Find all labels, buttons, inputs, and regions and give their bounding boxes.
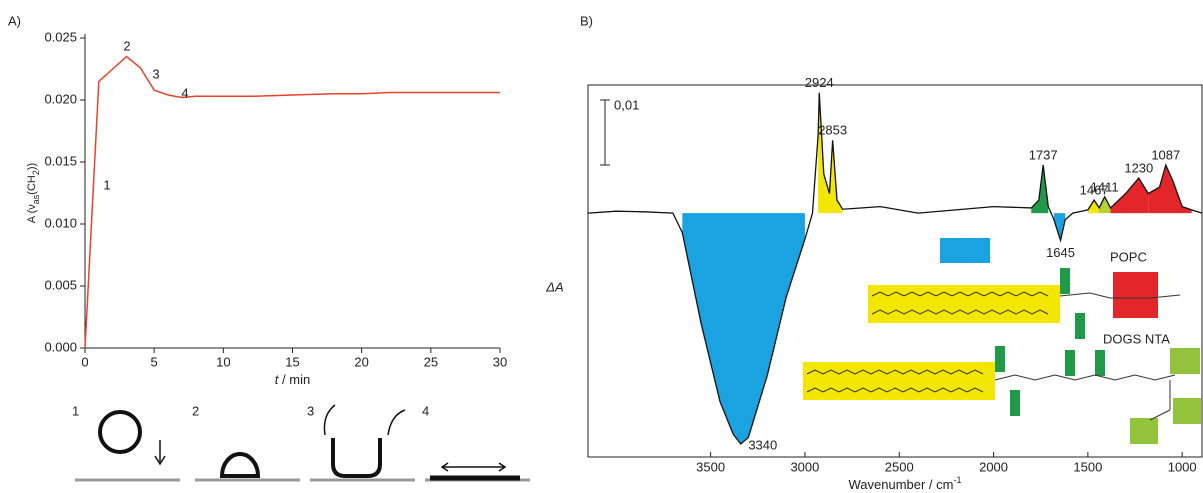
band-fill: [829, 140, 843, 214]
peak-label: 2853: [818, 123, 847, 138]
x-tick-label: 10: [216, 354, 230, 369]
x-tick-label: 25: [424, 354, 438, 369]
label-part: as: [31, 194, 41, 204]
panel-label: A): [8, 13, 21, 28]
peak-label: 1411: [1091, 179, 1119, 194]
x-tick-label: 2000: [979, 459, 1008, 474]
y-axis-label: ΔA: [545, 279, 563, 294]
x-tick-label: 3500: [696, 459, 725, 474]
band-fill: [1148, 164, 1192, 214]
data-line: [84, 55, 500, 349]
y-tick-label: 0.015: [44, 153, 77, 168]
x-tick-label: 1000: [1168, 459, 1197, 474]
x-tick-label: 1500: [1073, 459, 1102, 474]
label-part: (CH: [26, 175, 38, 195]
x-axis-label: Wavenumber / cm-1: [848, 475, 961, 492]
schematic-label: 1: [72, 403, 79, 418]
x-tick-label: 3000: [790, 459, 819, 474]
annotation: 1: [103, 177, 110, 192]
band-fill: [682, 213, 805, 444]
peak-label: 1230: [1124, 160, 1153, 175]
x-tick-label: 0: [81, 354, 88, 369]
label-part: t: [275, 372, 280, 387]
y-tick-label: 0.005: [44, 277, 77, 292]
band-fill: [1087, 200, 1100, 214]
x-tick-label: 30: [493, 354, 507, 369]
y-tick-label: 0.000: [44, 339, 77, 354]
x-tick-label: 15: [285, 354, 299, 369]
x-axis-label: t / min: [275, 372, 310, 387]
structures: [803, 238, 1201, 444]
band-fill: [1053, 213, 1066, 241]
peak-label: 2924: [805, 75, 834, 90]
label-part: / min: [278, 372, 310, 387]
band-fill: [818, 92, 830, 214]
peak-label: 3340: [748, 437, 777, 452]
plot-frame: [587, 84, 1203, 458]
annotation: 4: [181, 85, 188, 100]
schematic-label: 4: [422, 403, 429, 418]
x-tick-label: 2500: [885, 459, 914, 474]
panel-label: B): [580, 13, 593, 28]
peak-label: 1737: [1029, 147, 1058, 162]
y-tick-label: 0.020: [44, 91, 77, 106]
label-part: )): [26, 163, 38, 170]
x-tick-label: 5: [151, 354, 158, 369]
annotation: 3: [152, 66, 159, 81]
annotation: 2: [123, 38, 130, 53]
label-part: -1: [953, 475, 961, 485]
y-axis-label: A (νas(CH2)): [26, 163, 41, 223]
schematic-label: 3: [307, 403, 314, 418]
label-part: Wavenumber / cm: [848, 477, 953, 492]
peak-label: 1645: [1046, 245, 1075, 260]
scale-bar: [600, 99, 610, 166]
schematic: [75, 404, 530, 482]
band-fill: [1099, 196, 1111, 214]
structure-label: POPC: [1110, 249, 1147, 264]
scale-bar-label: 0,01: [614, 97, 639, 112]
y-tick-label: 0.010: [44, 215, 77, 230]
x-tick-label: 20: [354, 354, 368, 369]
y-tick-label: 0.025: [44, 29, 77, 44]
structure-label: DOGS NTA: [1103, 331, 1170, 346]
spectrum-line: [587, 92, 1203, 445]
band-fill: [1110, 178, 1149, 214]
label-part: A (ν: [26, 204, 38, 223]
peak-label: 1467: [1080, 183, 1109, 198]
schematic-label: 2: [192, 403, 199, 418]
label-part: 2: [31, 170, 41, 175]
peak-label: 1087: [1151, 147, 1180, 162]
